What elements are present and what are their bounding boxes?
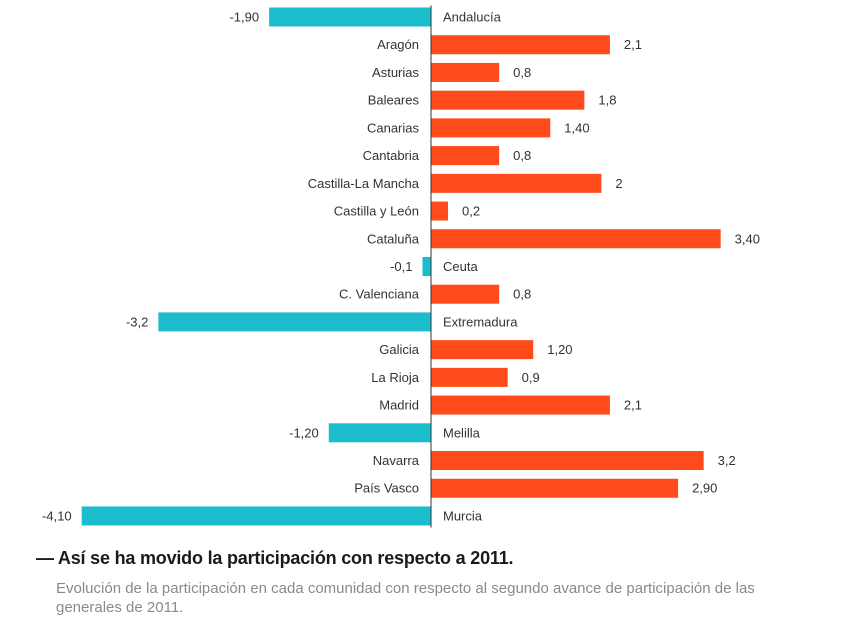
caption-text: Evolución de la participación en cada co… bbox=[56, 580, 755, 616]
category-label: Melilla bbox=[443, 425, 481, 440]
value-label: 0,8 bbox=[513, 287, 531, 302]
bar-castilla-la-mancha bbox=[431, 173, 602, 193]
value-label: -1,90 bbox=[229, 10, 259, 25]
category-label: Murcia bbox=[443, 508, 483, 523]
bar-murcia bbox=[81, 506, 432, 526]
chart-caption: — Así se ha movido la participación con … bbox=[36, 548, 816, 617]
bar-navarra bbox=[431, 451, 704, 471]
bar-andalucía bbox=[269, 7, 431, 27]
category-label: Galicia bbox=[379, 342, 420, 357]
value-label: 1,40 bbox=[564, 120, 589, 135]
bar-cataluña bbox=[431, 229, 721, 249]
category-label: Cantabria bbox=[363, 148, 420, 163]
value-label: -0,1 bbox=[390, 259, 412, 274]
category-label: Castilla y León bbox=[334, 204, 419, 219]
bar-ceuta bbox=[422, 256, 431, 276]
bar-madrid bbox=[431, 395, 610, 415]
value-label: 1,8 bbox=[598, 93, 616, 108]
bar-canarias bbox=[431, 118, 551, 138]
category-label: Cataluña bbox=[367, 231, 420, 246]
category-label: País Vasco bbox=[354, 481, 419, 496]
value-label: 2 bbox=[615, 176, 622, 191]
category-label: Madrid bbox=[379, 398, 419, 413]
value-label: 2,1 bbox=[624, 398, 642, 413]
caption-title: — Así se ha movido la participación con … bbox=[36, 548, 514, 568]
bar-melilla bbox=[328, 423, 431, 443]
category-label: Canarias bbox=[367, 120, 420, 135]
bar-c-valenciana bbox=[431, 284, 500, 304]
category-label: Extremadura bbox=[443, 314, 518, 329]
value-label: -1,20 bbox=[289, 425, 319, 440]
value-label: 3,2 bbox=[718, 453, 736, 468]
value-label: 2,1 bbox=[624, 37, 642, 52]
category-label: C. Valenciana bbox=[339, 287, 420, 302]
category-label: Aragón bbox=[377, 37, 419, 52]
participation-bar-chart: Andalucía -1,90 Aragón 2,1 Asturias 0,8 Balear… bbox=[42, 5, 760, 528]
category-label: La Rioja bbox=[371, 370, 419, 385]
value-label: 1,20 bbox=[547, 342, 572, 357]
value-label: -3,2 bbox=[126, 314, 148, 329]
bar-galicia bbox=[431, 340, 534, 360]
value-label: 0,8 bbox=[513, 148, 531, 163]
bar-baleares bbox=[431, 90, 585, 110]
bar-país-vasco bbox=[431, 478, 679, 498]
category-label: Navarra bbox=[373, 453, 420, 468]
bar-la-rioja bbox=[431, 367, 508, 387]
category-label: Asturias bbox=[372, 65, 419, 80]
category-label: Castilla-La Mancha bbox=[308, 176, 420, 191]
category-label: Andalucía bbox=[443, 10, 502, 25]
bar-extremadura bbox=[158, 312, 432, 332]
value-label: -4,10 bbox=[42, 508, 72, 523]
value-label: 0,2 bbox=[462, 204, 480, 219]
category-label: Ceuta bbox=[443, 259, 478, 274]
bar-cantabria bbox=[431, 146, 500, 166]
bar-castilla-y-león bbox=[431, 201, 449, 221]
category-label: Baleares bbox=[368, 93, 420, 108]
value-label: 0,8 bbox=[513, 65, 531, 80]
bar-asturias bbox=[431, 62, 500, 82]
value-label: 2,90 bbox=[692, 481, 717, 496]
bar-aragón bbox=[431, 35, 610, 55]
value-label: 0,9 bbox=[522, 370, 540, 385]
value-label: 3,40 bbox=[735, 231, 760, 246]
